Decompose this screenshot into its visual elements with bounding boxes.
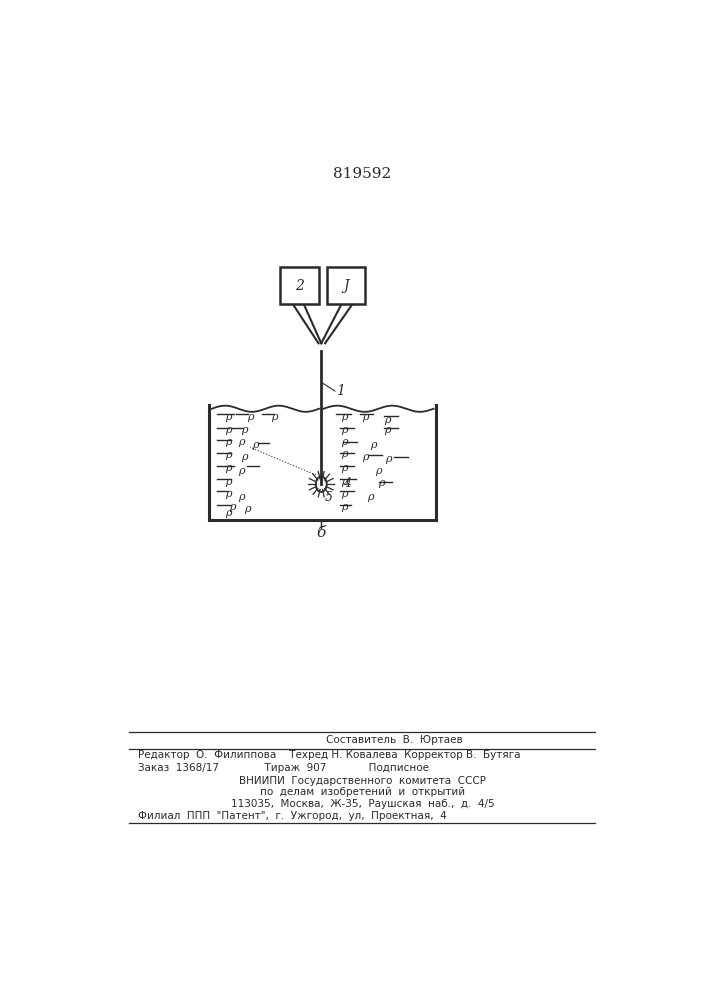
Text: ρ: ρ [238, 466, 245, 476]
Text: ρ: ρ [238, 437, 245, 447]
Text: Составитель  В.  Юртаев: Составитель В. Юртаев [262, 735, 463, 745]
Text: ρ: ρ [238, 492, 245, 502]
Text: ρ: ρ [225, 437, 231, 447]
Text: ρ: ρ [252, 440, 259, 450]
Text: 5: 5 [325, 491, 333, 504]
Text: 2: 2 [295, 279, 304, 293]
Text: 819592: 819592 [333, 167, 392, 181]
Text: ρ: ρ [244, 504, 250, 514]
Text: ρ: ρ [341, 449, 348, 459]
Text: Редактор  О.  Филиппова    Техред Н. Ковалева  Корректор В.  Бутяга: Редактор О. Филиппова Техред Н. Ковалева… [138, 750, 520, 760]
Text: 113035,  Москва,  Ж-35,  Раушская  наб.,  д.  4/5: 113035, Москва, Ж-35, Раушская наб., д. … [230, 799, 494, 809]
Text: ρ: ρ [225, 425, 231, 435]
Text: ρ: ρ [225, 489, 231, 499]
Text: ρ: ρ [362, 452, 368, 462]
Text: ρ: ρ [341, 437, 348, 447]
Text: ρ: ρ [341, 502, 348, 512]
Text: ρ: ρ [384, 425, 390, 435]
Text: ρ: ρ [225, 463, 231, 473]
Text: ρ: ρ [378, 478, 385, 488]
Text: 4: 4 [343, 477, 351, 490]
Text: ρ: ρ [225, 477, 231, 487]
Text: ρ: ρ [368, 492, 374, 502]
Text: ρ: ρ [241, 425, 247, 435]
Text: ρ: ρ [225, 412, 231, 422]
Text: ρ: ρ [247, 412, 253, 422]
Text: ρ: ρ [225, 508, 231, 518]
Text: ρ: ρ [225, 450, 231, 460]
Text: ВНИИПИ  Государственного  комитета  СССР: ВНИИПИ Государственного комитета СССР [239, 776, 486, 786]
Text: ρ: ρ [341, 463, 348, 473]
Bar [280, 267, 319, 304]
Text: ρ: ρ [341, 489, 348, 499]
Text: ρ: ρ [341, 477, 348, 487]
Text: по  делам  изобретений  и  открытий: по делам изобретений и открытий [259, 787, 465, 797]
Text: J: J [343, 279, 349, 293]
Text: Филиал  ППП  "Патент",  г.  Ужгород,  ул,  Проектная,  4: Филиал ППП "Патент", г. Ужгород, ул, Про… [138, 811, 446, 821]
Text: б: б [317, 526, 326, 540]
Text: ρ: ρ [362, 412, 368, 422]
Text: ρ: ρ [370, 440, 377, 450]
Text: ρ: ρ [385, 454, 392, 464]
Text: ρ: ρ [384, 415, 390, 425]
Bar [327, 267, 365, 304]
Text: Заказ  1368/17              Тираж  907             Подписное: Заказ 1368/17 Тираж 907 Подписное [138, 763, 428, 773]
Text: ρ: ρ [375, 466, 382, 476]
Text: ρ: ρ [271, 412, 278, 422]
Text: ρ: ρ [241, 452, 247, 462]
Text: ρ: ρ [341, 425, 348, 435]
Text: ρ: ρ [341, 412, 348, 422]
Text: ρ: ρ [228, 502, 235, 512]
Text: 1: 1 [336, 384, 345, 398]
